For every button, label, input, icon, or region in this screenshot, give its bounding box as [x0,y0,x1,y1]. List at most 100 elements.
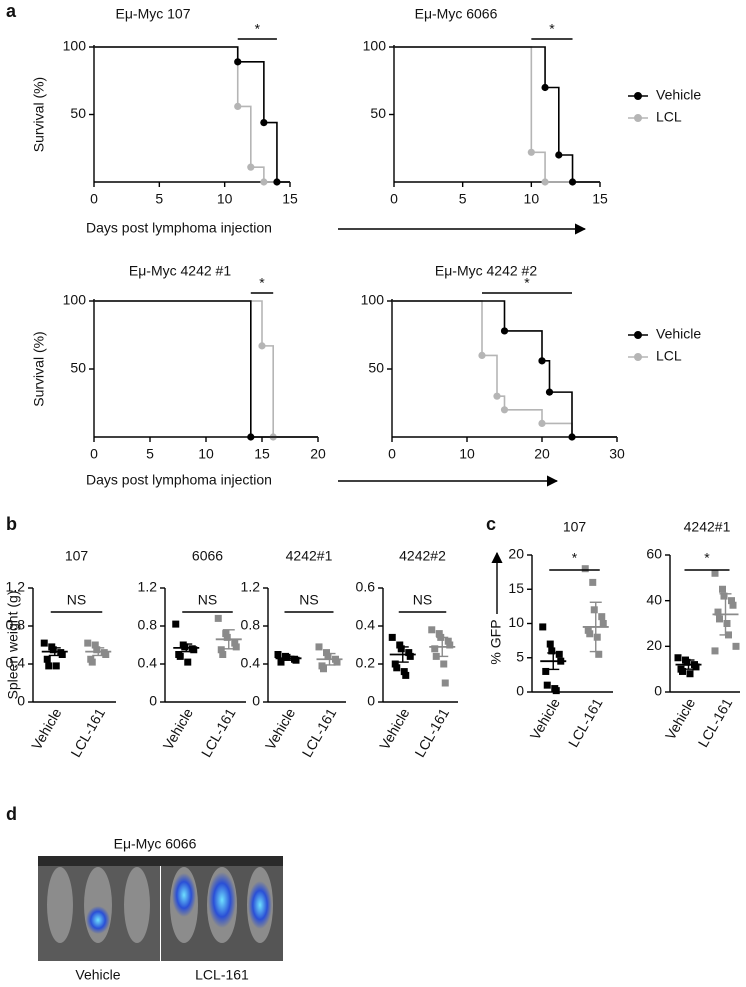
x-tick-label: LCL-161 [411,705,452,760]
x-tick-label: LCL-161 [198,705,239,760]
y-tick-label: 15 [508,580,524,596]
y-tick-label: 0.8 [138,617,158,633]
y-tick-label: 20 [508,546,524,562]
data-point [716,615,723,623]
data-point [674,654,682,662]
y-tick-label: 100 [361,292,385,308]
censor-dot [478,351,486,359]
data-point [52,662,60,670]
data-point [292,656,300,664]
data-point [40,639,48,647]
signal-spot [248,881,272,929]
data-point [446,641,454,649]
x-tick-label: 30 [609,446,625,462]
data-point [595,650,603,658]
y-tick-label: 0.4 [6,655,26,671]
data-point [431,645,439,653]
censor-dot [247,163,255,171]
y-tick-label: 100 [63,38,87,54]
x-axis-label: Days post lymphoma injection [86,220,272,236]
y-tick-label: 50 [70,105,86,121]
data-point [406,652,414,660]
legend-label: Vehicle [656,326,701,342]
censor-dot [527,148,535,156]
signal-spot [208,872,236,928]
significance-label: NS [299,592,318,608]
panel-label: d [6,804,17,824]
chart-title: Eμ-Myc 6066 [415,6,498,22]
signal-spot [86,906,110,934]
survival-step [237,105,252,168]
y-tick-label: 0 [367,693,375,709]
censor-dot [234,102,242,110]
data-point [391,660,399,668]
survival-step [94,46,239,62]
x-tick-label: 15 [282,191,298,207]
chart-title: Eμ-Myc 4242 #2 [435,263,537,279]
censor-dot [541,178,549,186]
data-point [45,662,53,670]
significance-label: * [259,275,265,291]
imaging-photo [38,856,283,961]
x-tick-label: 5 [146,446,154,462]
panel-label: a [6,1,17,21]
censor-dot [500,406,509,414]
mouse [47,867,73,943]
y-tick-label: 60 [646,546,662,562]
data-point [49,646,57,654]
x-tick-label: Vehicle [28,705,65,752]
chart-title: Eμ-Myc 107 [116,6,191,22]
significance-label: * [572,550,578,566]
survival-step [482,354,498,397]
data-point [396,641,404,649]
data-point [222,630,230,638]
survival-step [392,300,483,356]
data-point [184,658,192,666]
censor-dot [538,357,546,365]
censor-dot [568,433,576,441]
survival-step [94,300,263,346]
y-tick-label: 100 [363,38,387,54]
y-tick-label: 0 [17,693,25,709]
data-point [324,652,332,660]
censor-dot [545,388,554,396]
y-tick-label: 20 [646,637,662,653]
data-point [723,620,731,627]
y-tick-label: 1.2 [6,579,26,595]
y-tick-label: 0.4 [356,617,376,633]
signal [86,872,272,934]
survival-step [392,300,506,331]
data-point [679,667,686,675]
data-point [102,651,110,658]
censor-dot [247,433,255,441]
image-label: Vehicle [75,967,120,983]
data-point [323,649,330,657]
significance-label: * [704,550,710,566]
data-point [686,670,694,678]
censor-dot [260,178,268,186]
data-point [441,679,449,687]
chart-title: 107 [65,548,89,564]
survival-step [94,300,252,437]
data-point [729,601,737,609]
data-point [400,668,408,676]
survival-step [549,391,573,437]
data-point [393,664,401,672]
y-axis-label: % GFP [488,619,504,664]
x-tick-label: 5 [459,191,467,207]
survival-step [545,86,560,155]
survival-step [263,121,278,182]
data-point [552,687,560,695]
censor-dot [541,83,549,92]
image-label: LCL-161 [195,967,249,983]
chart-title: 6066 [192,548,223,564]
data-point [440,660,448,668]
y-tick-label: 0 [252,693,260,709]
data-point [88,658,96,666]
data-point [214,614,222,622]
survival-step [262,345,275,437]
panel-label: b [6,514,17,534]
y-tick-label: 0.4 [241,655,261,671]
y-axis-label: Spleen weight (g) [5,591,21,700]
y-tick-label: 5 [516,648,524,664]
